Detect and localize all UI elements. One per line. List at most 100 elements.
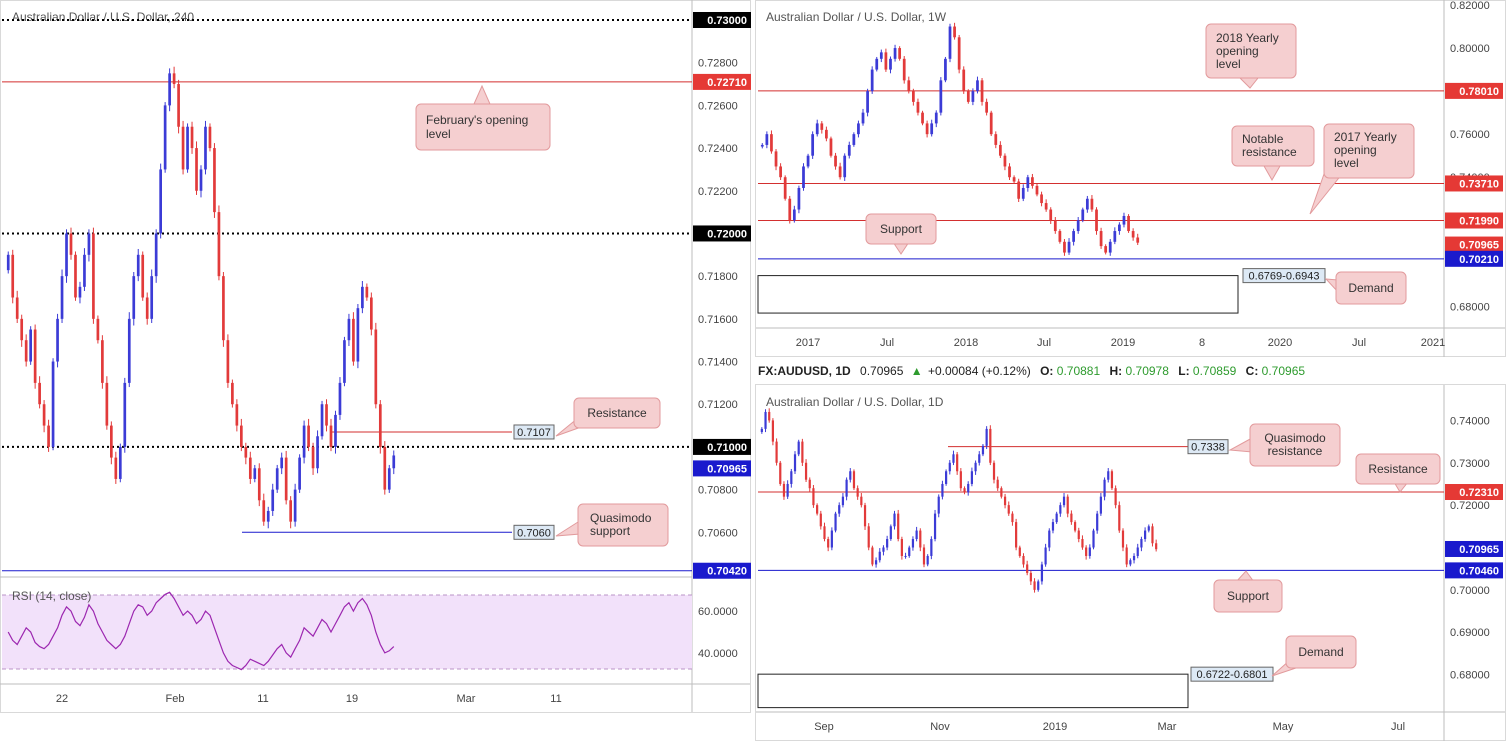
candle-body [29, 329, 32, 362]
candle-body [78, 286, 82, 298]
candle-body [941, 483, 944, 497]
time-tick: Mar [457, 693, 476, 705]
callout-text: 2018 Yearly [1216, 31, 1279, 45]
candle-body [347, 318, 351, 341]
candle-body [1113, 231, 1117, 242]
candle-body [1136, 547, 1139, 556]
value-box-bg [1187, 439, 1229, 455]
candle-body [284, 457, 288, 501]
price-tag-0-71: 0.71000 [693, 438, 751, 455]
rsi-tick: 60.0000 [698, 606, 738, 618]
up-triangle-icon: ▲ [911, 364, 923, 378]
candle-body [915, 530, 918, 540]
candle-body [172, 73, 176, 85]
candle-body [298, 457, 301, 490]
candle-body [976, 80, 979, 92]
candle-body [271, 489, 275, 511]
candle-body [114, 457, 118, 479]
time-tick: 22 [56, 693, 68, 705]
candle-body [1122, 215, 1126, 225]
callout-text: 2017 Yearly [1334, 130, 1397, 144]
info-price: 0.70965 [860, 364, 904, 378]
info-close-label: C: [1246, 364, 1259, 378]
candle-body [904, 555, 907, 557]
d1-panel-frame [755, 384, 1506, 741]
candle-body [820, 123, 824, 130]
candle-body [1081, 209, 1085, 221]
price-tag-0-7801: 0.78010 [1445, 82, 1503, 99]
callout-text: Demand [1348, 281, 1393, 295]
price-tick: 0.70000 [1450, 585, 1490, 597]
candle-body [912, 91, 915, 102]
callout-text: Quasimodo [1264, 431, 1326, 445]
candle-body [110, 425, 113, 458]
candle-body [937, 496, 940, 514]
candle-body [1099, 231, 1103, 247]
time-tick: 2019 [1043, 721, 1067, 733]
candle-body [1129, 560, 1132, 565]
candle-body [788, 198, 792, 221]
candle-body [841, 496, 845, 506]
candle-body [827, 539, 830, 548]
candle-body [867, 526, 870, 548]
candle-body [334, 414, 337, 447]
candle-body [1040, 194, 1043, 204]
candle-body [992, 462, 996, 480]
value-box-text: 0.7107 [517, 427, 551, 439]
candle-body [1095, 209, 1098, 232]
info-high-label: H: [1110, 364, 1123, 378]
candle-body [60, 276, 64, 319]
candle-body [944, 58, 947, 81]
candle-body [222, 276, 225, 341]
time-tick: 2018 [954, 337, 978, 349]
time-tick: 11 [257, 693, 268, 705]
time-tick: 2019 [1111, 337, 1135, 349]
price-tag-current-d1: 0.70965 [1445, 540, 1503, 557]
callout-text: level [1334, 156, 1359, 170]
d1-demand-zone [757, 673, 1189, 709]
callout-text: Resistance [587, 406, 647, 420]
value-box-text: 0.6722-0.6801 [1197, 669, 1268, 681]
candle-body [1035, 185, 1039, 195]
price-tag-0-7021: 0.70210 [1445, 250, 1503, 267]
time-tick: Jul [1352, 337, 1366, 349]
pointer-w1-2017 [1309, 173, 1344, 215]
candle-body [957, 37, 961, 70]
candle-body [933, 513, 937, 540]
d1-demand-value-box: 0.6722-0.6801 [1190, 666, 1274, 682]
candle-body [311, 446, 315, 469]
price-tag-0-7271: 0.72710 [693, 73, 751, 90]
info-open-label: O: [1040, 364, 1053, 378]
h4-resistance-value-box: 0.7107 [513, 424, 555, 440]
candle-body [392, 455, 396, 469]
d1-levels [758, 446, 1444, 571]
candle-body [289, 500, 292, 522]
candle-body [92, 233, 95, 319]
candle-body [136, 254, 140, 277]
candle-body [118, 446, 122, 479]
pointer-w1-notable [1263, 165, 1281, 182]
callout-box [1249, 423, 1341, 467]
h4-qm-callout: Quasimodo support [577, 503, 669, 547]
candle-body [948, 462, 951, 472]
candle-body [907, 80, 911, 92]
callout-text: February's opening [426, 113, 528, 127]
time-tick: 2017 [796, 337, 820, 349]
candle-body [834, 513, 837, 531]
candle-body [829, 138, 833, 156]
price-tag-bg [693, 438, 751, 455]
candle-body [860, 496, 863, 506]
candle-body [352, 318, 355, 362]
price-tag-0-7231: 0.72310 [1445, 484, 1503, 501]
candle-body [1099, 496, 1102, 514]
d1-support-callout: Support [1213, 579, 1283, 613]
candle-body [760, 428, 763, 433]
candle-body [808, 479, 811, 489]
candle-body [387, 468, 391, 490]
candle-body [374, 329, 378, 405]
candle-body [1070, 513, 1073, 523]
candle-body [83, 254, 86, 287]
candle-body [186, 126, 189, 170]
candle-body [998, 144, 1002, 156]
candle-body [1033, 581, 1036, 590]
